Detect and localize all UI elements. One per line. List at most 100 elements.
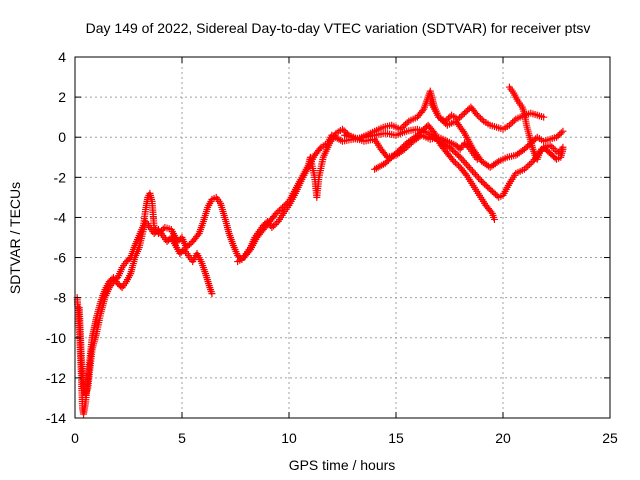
data-point	[548, 143, 556, 151]
data-point	[473, 111, 481, 119]
data-point	[468, 167, 476, 175]
data-point	[154, 229, 162, 237]
data-point	[556, 130, 564, 138]
data-point	[467, 165, 475, 173]
data-point	[396, 125, 404, 133]
data-point	[184, 242, 192, 250]
data-point	[283, 199, 291, 207]
data-point	[505, 121, 513, 129]
data-point	[194, 231, 202, 239]
data-point	[269, 222, 277, 230]
data-point	[546, 141, 554, 149]
data-point	[476, 176, 484, 184]
data-point	[402, 144, 410, 152]
data-point	[398, 124, 406, 132]
data-point	[459, 157, 467, 165]
data-point	[404, 142, 412, 150]
data-point	[488, 187, 496, 195]
data-point	[509, 118, 517, 126]
y-tick-label: 4	[58, 49, 66, 65]
data-point	[559, 127, 567, 135]
data-point	[342, 128, 350, 136]
data-point	[524, 162, 532, 170]
data-point	[245, 247, 253, 255]
axis-ticks	[74, 56, 611, 419]
data-point	[316, 145, 324, 153]
data-point	[477, 114, 485, 122]
data-point	[470, 169, 478, 177]
x-tick-label: 25	[602, 430, 618, 446]
series-track-5	[426, 97, 567, 171]
data-point	[403, 119, 411, 127]
grid	[75, 57, 610, 418]
data-point	[478, 116, 486, 124]
data-point	[487, 208, 495, 216]
data-point	[475, 113, 483, 121]
x-tick-label: 10	[281, 430, 297, 446]
data-point	[522, 144, 530, 152]
data-point	[507, 120, 515, 128]
data-point	[272, 209, 280, 217]
data-point	[550, 144, 558, 152]
data-point	[442, 120, 450, 128]
data-point	[459, 111, 467, 119]
data-point	[401, 120, 409, 128]
y-tick-label: -10	[46, 330, 66, 346]
series-track-1	[73, 217, 216, 418]
y-tick-label: -4	[54, 209, 67, 225]
data-point	[460, 109, 468, 117]
data-point	[208, 290, 216, 298]
data-point	[490, 189, 498, 197]
y-tick-label: -6	[54, 250, 67, 266]
data-point	[156, 228, 164, 236]
data-point	[271, 220, 279, 228]
data-point	[526, 160, 534, 168]
series-track-2	[75, 125, 567, 398]
data-point	[461, 158, 469, 166]
data-point	[524, 142, 532, 150]
data-point	[339, 125, 346, 133]
data-point	[268, 223, 276, 231]
data-marks	[73, 83, 567, 418]
data-point	[401, 145, 409, 153]
x-tick-label: 5	[178, 430, 186, 446]
data-point	[437, 115, 445, 123]
data-point	[459, 127, 467, 135]
data-point	[473, 172, 481, 180]
data-point	[553, 133, 560, 141]
data-point	[522, 164, 530, 172]
data-point	[493, 158, 501, 166]
data-point	[462, 108, 470, 116]
data-point	[451, 159, 459, 167]
y-tick-label: -2	[54, 169, 67, 185]
data-point	[490, 215, 498, 223]
data-point	[456, 153, 464, 161]
y-tick-label: 2	[58, 89, 66, 105]
data-point	[438, 116, 446, 124]
data-point	[461, 170, 469, 178]
data-point	[273, 219, 281, 227]
data-point	[473, 155, 481, 163]
plot-frame	[74, 56, 611, 419]
data-point	[456, 114, 464, 122]
data-point	[280, 202, 288, 210]
data-point	[279, 203, 287, 211]
data-point	[551, 146, 559, 154]
data-point	[382, 152, 390, 160]
data-point	[471, 170, 479, 178]
data-point	[465, 164, 473, 172]
data-point	[462, 160, 470, 168]
data-point	[275, 206, 283, 214]
data-point	[440, 118, 448, 126]
data-point	[277, 205, 285, 213]
data-point	[429, 128, 437, 136]
data-point	[282, 200, 290, 208]
y-tick-label: -14	[46, 410, 66, 426]
data-point	[419, 107, 427, 115]
data-point	[435, 113, 443, 121]
data-point	[400, 122, 408, 130]
data-point	[444, 114, 452, 122]
tick-labels: 0 5 10 15 20 25 -14 -12 -10 -8 -6 -4 -2 0 2 4	[46, 49, 618, 446]
data-point	[453, 160, 461, 168]
